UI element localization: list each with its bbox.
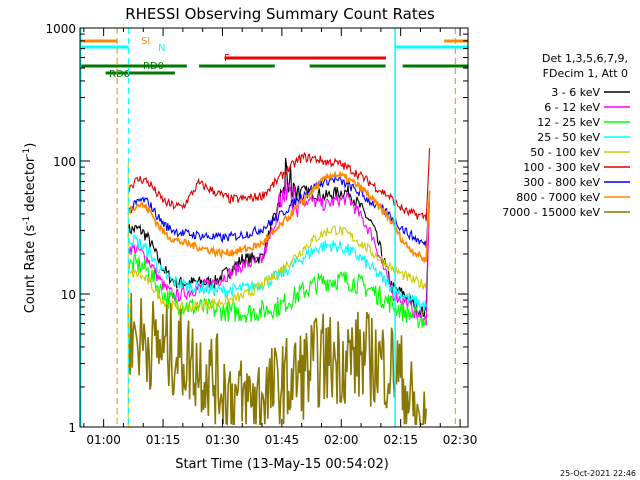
legend-label: 800 - 7000 keV (516, 191, 600, 204)
chart-title: RHESSI Observing Summary Count Rates (125, 5, 435, 23)
y-tick-label: 1000 (45, 22, 76, 36)
flags-layer: SI N F RD0 RD6 (80, 36, 468, 80)
series-layer (127, 148, 431, 427)
y-axis-label: Count Rate (s-1 detector-1) (22, 143, 38, 314)
flag-label: RD0 (143, 61, 164, 72)
y-tick-label: 1 (68, 421, 76, 435)
y-tick-label: 10 (61, 288, 76, 302)
legend-label: 12 - 25 keV (537, 116, 600, 129)
y-axis: 1 10 100 1000 (45, 22, 468, 435)
legend-label: 25 - 50 keV (537, 131, 600, 144)
x-tick-label: 01:00 (86, 433, 121, 447)
flag-label: SI (141, 36, 150, 47)
series-line (127, 148, 431, 222)
legend-label: 100 - 300 keV (523, 161, 600, 174)
flag-label: F (224, 53, 230, 64)
x-tick-label: 02:30 (443, 433, 478, 447)
legend: Det 1,3,5,6,7,9, FDecim 1, Att 0 3 - 6 k… (502, 52, 630, 219)
vertical-markers (79, 28, 456, 427)
x-tick-label: 01:15 (146, 433, 181, 447)
legend-header-line-1: Det 1,3,5,6,7,9, (542, 52, 628, 65)
flag-label: RD6 (109, 69, 130, 80)
legend-label: 3 - 6 keV (551, 86, 600, 99)
series-line (128, 224, 427, 313)
x-tick-label: 01:30 (205, 433, 240, 447)
flag-label: N (158, 43, 165, 54)
x-tick-label: 01:45 (265, 433, 300, 447)
x-axis-label: Start Time (13-May-15 00:54:02) (175, 457, 389, 472)
legend-label: 7000 - 15000 keV (502, 206, 600, 219)
series-line (127, 177, 431, 328)
series-line (127, 169, 431, 264)
series-line (127, 292, 427, 426)
legend-label: 300 - 800 keV (523, 176, 600, 189)
legend-label: 6 - 12 keV (544, 101, 600, 114)
plot-frame (79, 27, 469, 428)
x-tick-label: 02:00 (324, 433, 359, 447)
y-tick-label: 100 (53, 155, 76, 169)
legend-label: 50 - 100 keV (530, 146, 600, 159)
series-line (127, 252, 427, 329)
legend-header-line-2: FDecim 1, Att 0 (543, 67, 628, 80)
x-axis: 01:00 01:15 01:30 01:45 02:00 02:15 02:30 (83, 28, 478, 447)
generation-timestamp: 25-Oct-2021 22:46 (560, 469, 636, 478)
x-tick-label: 02:15 (383, 433, 418, 447)
